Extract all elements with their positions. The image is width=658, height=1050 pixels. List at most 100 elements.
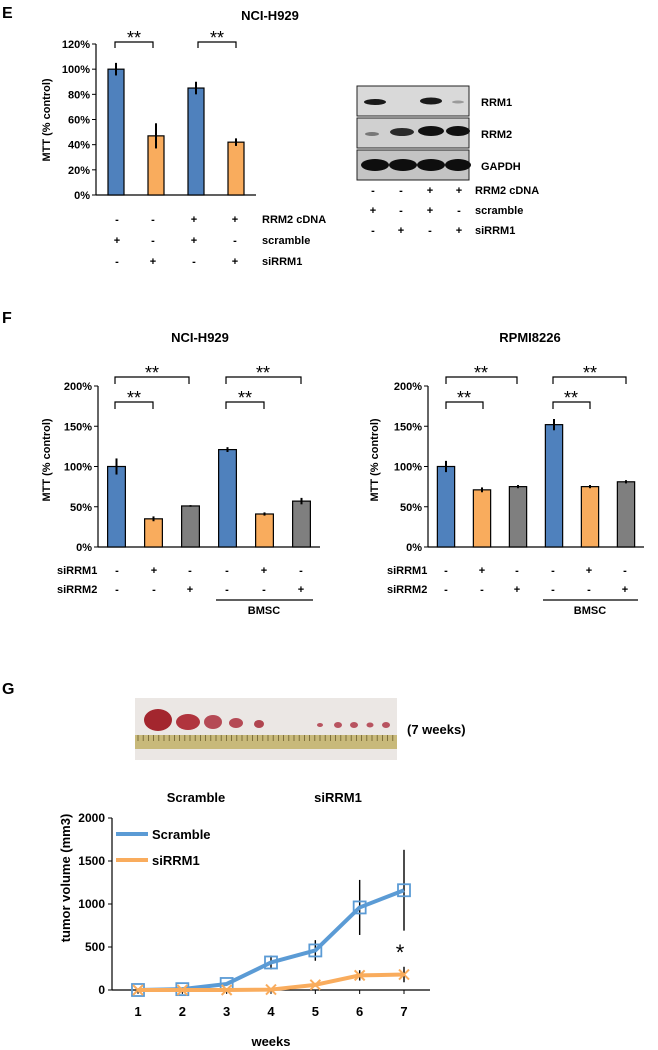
band [365, 132, 379, 136]
fl-r1c0: - [115, 584, 119, 596]
panel-f-right-title: RPMI8226 [499, 330, 560, 345]
bar [187, 87, 205, 196]
sig-bracket [445, 401, 484, 409]
y-tick-label: 0 [98, 983, 105, 997]
tumor [229, 718, 243, 728]
panel-f-right-condition-table: siRRM1 - + - - + - siRRM2 - - + - - + [387, 565, 628, 596]
legend-label-sirrm1: siRRM1 [152, 853, 200, 868]
sig-bracket [225, 376, 302, 384]
panel-g-line-chart: 0 500 1000 1500 2000 1 2 3 4 5 6 7 [78, 811, 430, 1019]
y-tick-label: 0% [74, 190, 90, 202]
sig-label-g: * [396, 940, 405, 965]
e-r1c1: - [151, 235, 155, 247]
sig-label: ** [457, 388, 471, 408]
b-r2c0: - [371, 225, 375, 237]
sig-label: ** [474, 363, 488, 383]
y-tick-label: 0% [76, 542, 92, 554]
sig-label: ** [256, 363, 270, 383]
y-tick-label: 100% [62, 64, 90, 76]
sig-label-e1: ** [127, 28, 141, 48]
y-tick-label: 100% [64, 462, 92, 474]
y-tick-label: 120% [62, 39, 90, 51]
panel-f-right-significance [445, 376, 627, 409]
photo-caption: (7 weeks) [407, 722, 466, 737]
blot-label-gapdh: GAPDH [481, 161, 521, 173]
sig-label: ** [564, 388, 578, 408]
fl-r0c4: + [261, 565, 267, 577]
panel-e-title: NCI-H929 [241, 8, 299, 23]
e-row-label-2: siRRM1 [262, 256, 302, 268]
x-tick-label: 7 [400, 1004, 407, 1019]
bmsc-group-label: BMSC [248, 605, 280, 617]
b-r0c3: + [456, 185, 462, 197]
panel-e-condition-table: - - + + RRM2 cDNA + - + - scramble - + -… [114, 214, 326, 268]
e-r1c2: + [191, 235, 197, 247]
band [445, 159, 471, 171]
fr-r1c4: - [587, 584, 591, 596]
bmsc-group-label: BMSC [574, 605, 606, 617]
panel-f-left-bar-chart: 0% 50% 100% 150% 200% [64, 381, 320, 554]
e-r2c3: + [232, 256, 238, 268]
bar [218, 448, 237, 548]
tumor [176, 714, 200, 730]
fl-r0c0: - [115, 565, 119, 577]
e-r2c0: - [115, 256, 119, 268]
data-point [176, 984, 189, 996]
sig-bracket-e1 [114, 41, 154, 48]
band [389, 159, 417, 171]
y-tick-label: 60% [68, 115, 90, 127]
y-tick-label: 500 [85, 940, 105, 954]
b-r0c0: - [371, 185, 375, 197]
b-row-label-2: siRRM1 [475, 225, 515, 237]
e-r1c0: + [114, 235, 120, 247]
fr-r0c3: - [551, 565, 555, 577]
blot-strip-rrm1 [356, 85, 470, 117]
y-tick-label: 50% [70, 502, 92, 514]
b-row-label-1: scramble [475, 205, 523, 217]
x-tick-label: 6 [356, 1004, 363, 1019]
e-r2c1: + [150, 256, 156, 268]
b-row-label-0: RRM2 cDNA [475, 185, 539, 197]
panel-g-letter: G [2, 681, 14, 698]
blot-condition-table: - - + + RRM2 cDNA + - + - scramble - + -… [370, 185, 539, 237]
sig-label: ** [583, 363, 597, 383]
sig-label: ** [127, 388, 141, 408]
band [390, 128, 414, 136]
bar [292, 500, 311, 548]
fr-r0c1: + [479, 565, 485, 577]
b-r0c1: - [399, 185, 403, 197]
b-r2c3: + [456, 225, 462, 237]
panel-f-right-bar-chart: 0% 50% 100% 150% 200% [394, 381, 644, 554]
bar [107, 68, 125, 196]
y-tick-label: 0% [406, 542, 422, 554]
b-r2c2: - [428, 225, 432, 237]
e-row-label-0: RRM2 cDNA [262, 214, 326, 226]
panel-e-letter: E [2, 5, 13, 22]
b-r1c1: - [399, 205, 403, 217]
b-r2c1: + [398, 225, 404, 237]
fl-r1c5: + [298, 584, 304, 596]
fl-r1c4: - [262, 584, 266, 596]
panel-f-left-ylabel: MTT (% control) [41, 418, 53, 501]
data-point [265, 983, 277, 996]
data-point [398, 968, 410, 981]
fr-r0c2: - [515, 565, 519, 577]
data-point [397, 883, 411, 898]
data-point [352, 900, 367, 915]
sig-bracket [552, 376, 627, 384]
bar [144, 518, 163, 548]
data-point [132, 984, 144, 996]
bar [227, 141, 245, 196]
panel-e-significance [114, 41, 237, 48]
y-tick-label: 1000 [78, 897, 105, 911]
data-point [308, 943, 323, 958]
y-tick-label: 1500 [78, 854, 105, 868]
y-tick-label: 20% [68, 165, 90, 177]
band [418, 126, 444, 136]
bar [508, 486, 528, 548]
sig-label: ** [238, 388, 252, 408]
bar [580, 486, 600, 548]
fr-r0c0: - [444, 565, 448, 577]
y-tick-label: 200% [394, 381, 422, 393]
